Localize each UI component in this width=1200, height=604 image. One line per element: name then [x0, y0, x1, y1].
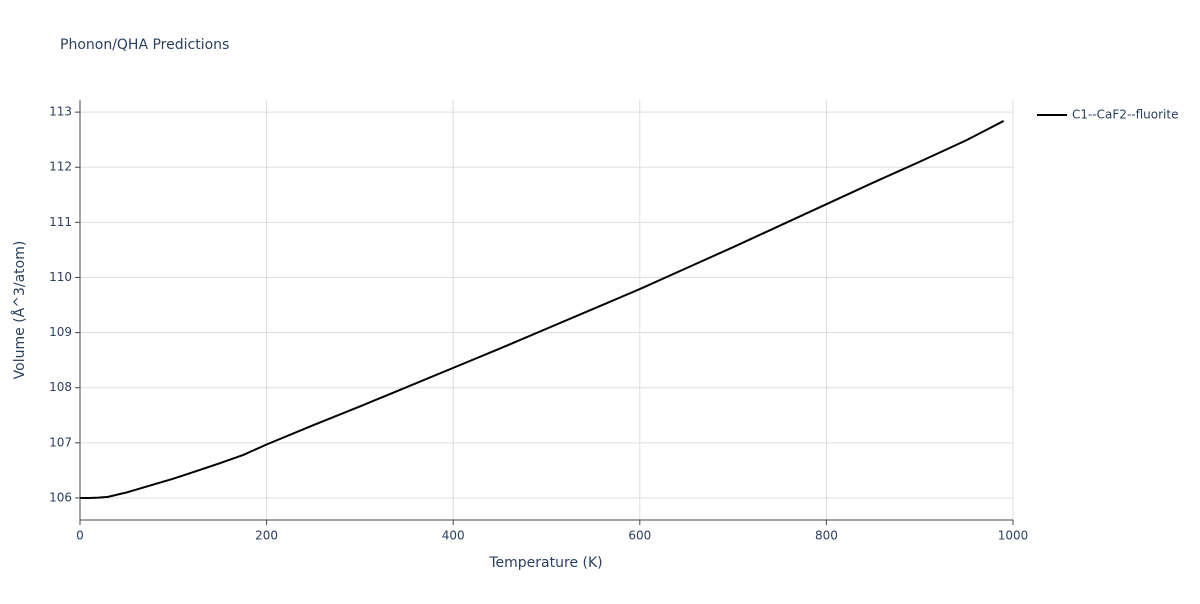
x-tick-label: 1000	[998, 529, 1029, 543]
y-tick-label: 106	[49, 490, 72, 504]
chart-title: Phonon/QHA Predictions	[60, 37, 229, 53]
y-tick-label: 113	[49, 105, 72, 119]
x-tick-label: 0	[76, 529, 84, 543]
y-tick-label: 107	[49, 435, 72, 449]
x-axis-label: Temperature (K)	[488, 555, 602, 571]
x-tick-label: 600	[628, 529, 651, 543]
y-tick-label: 109	[49, 325, 72, 339]
legend-label: C1--CaF2--fluorite	[1072, 108, 1178, 122]
y-tick-label: 112	[49, 160, 72, 174]
y-tick-label: 110	[49, 270, 72, 284]
x-tick-label: 400	[442, 529, 465, 543]
line-series	[80, 120, 1005, 499]
y-tick-label: 111	[49, 215, 72, 229]
x-tick-label: 800	[815, 529, 838, 543]
y-axis-label: Volume (Å^3/atom)	[11, 241, 28, 380]
y-tick-label: 108	[49, 380, 72, 394]
x-tick-label: 200	[255, 529, 278, 543]
